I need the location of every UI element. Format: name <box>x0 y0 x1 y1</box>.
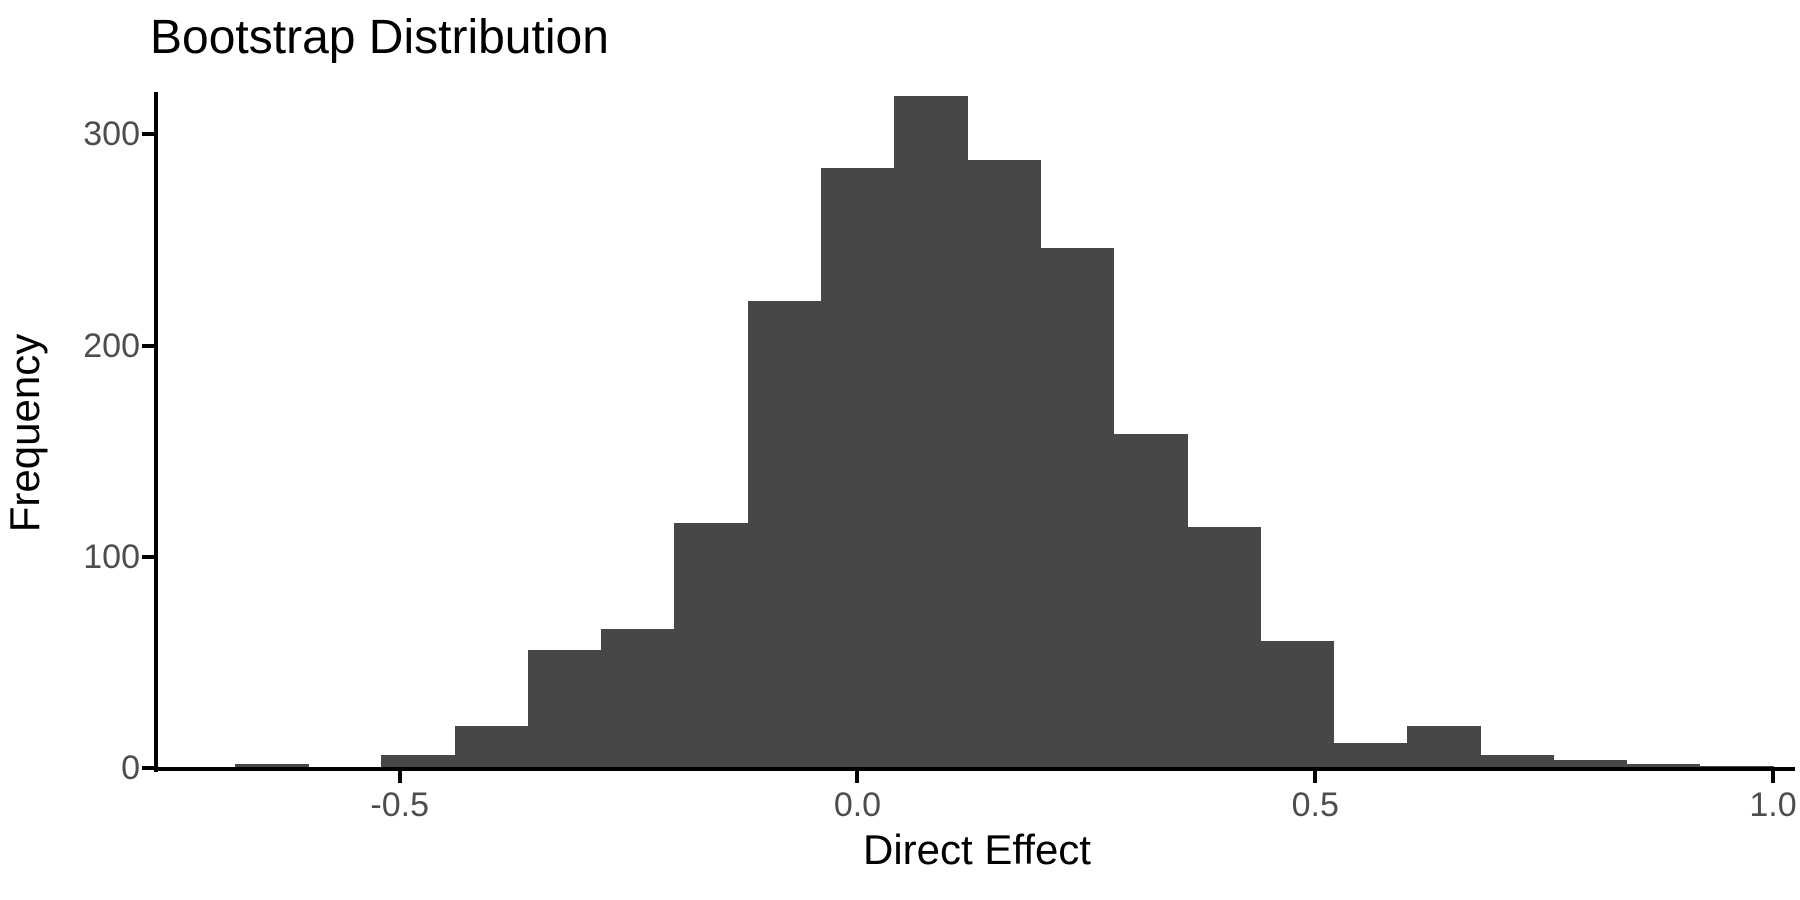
y-tick-mark <box>142 554 154 559</box>
histogram-bar <box>1406 725 1481 768</box>
y-axis-line <box>154 92 158 772</box>
x-tick-mark <box>1771 771 1776 783</box>
histogram-bar <box>527 649 602 768</box>
histogram-bar <box>454 725 529 768</box>
histogram-bar <box>1187 527 1261 768</box>
y-tick-label: 300 <box>83 115 140 154</box>
histogram-bar <box>1626 763 1701 768</box>
histogram-bar <box>381 755 456 768</box>
y-tick-mark <box>142 766 154 770</box>
histogram-bar <box>1699 765 1774 768</box>
x-tick-label: 0.5 <box>1291 786 1339 824</box>
y-tick-label: 100 <box>83 537 140 576</box>
x-tick-label: -0.5 <box>370 786 429 824</box>
x-axis-line <box>154 767 1795 771</box>
histogram-bar <box>1480 755 1554 768</box>
y-tick-mark <box>142 343 154 348</box>
histogram-bar <box>1260 641 1335 768</box>
histogram-bar <box>1333 742 1408 768</box>
chart-title: Bootstrap Distribution <box>150 11 609 64</box>
histogram-bar <box>1553 759 1628 768</box>
x-tick-mark <box>397 771 402 783</box>
histogram-bar <box>601 628 675 768</box>
x-axis-label: Direct Effect <box>863 826 1091 873</box>
x-tick-mark <box>1313 771 1318 783</box>
histogram-bar <box>747 301 822 768</box>
histogram-bar <box>674 522 749 768</box>
histogram-bar <box>1040 248 1115 768</box>
histogram-bar <box>820 168 895 768</box>
y-tick-label: 0 <box>121 749 140 787</box>
x-tick-label: 1.0 <box>1749 786 1797 824</box>
histogram-bar <box>1113 434 1188 768</box>
x-tick-mark <box>855 771 860 783</box>
histogram-bar <box>234 763 309 768</box>
y-tick-label: 200 <box>83 326 140 365</box>
y-tick-mark <box>142 132 154 137</box>
x-tick-label: 0.0 <box>833 786 882 824</box>
histogram-bar <box>894 96 968 768</box>
histogram-bar <box>967 159 1042 768</box>
